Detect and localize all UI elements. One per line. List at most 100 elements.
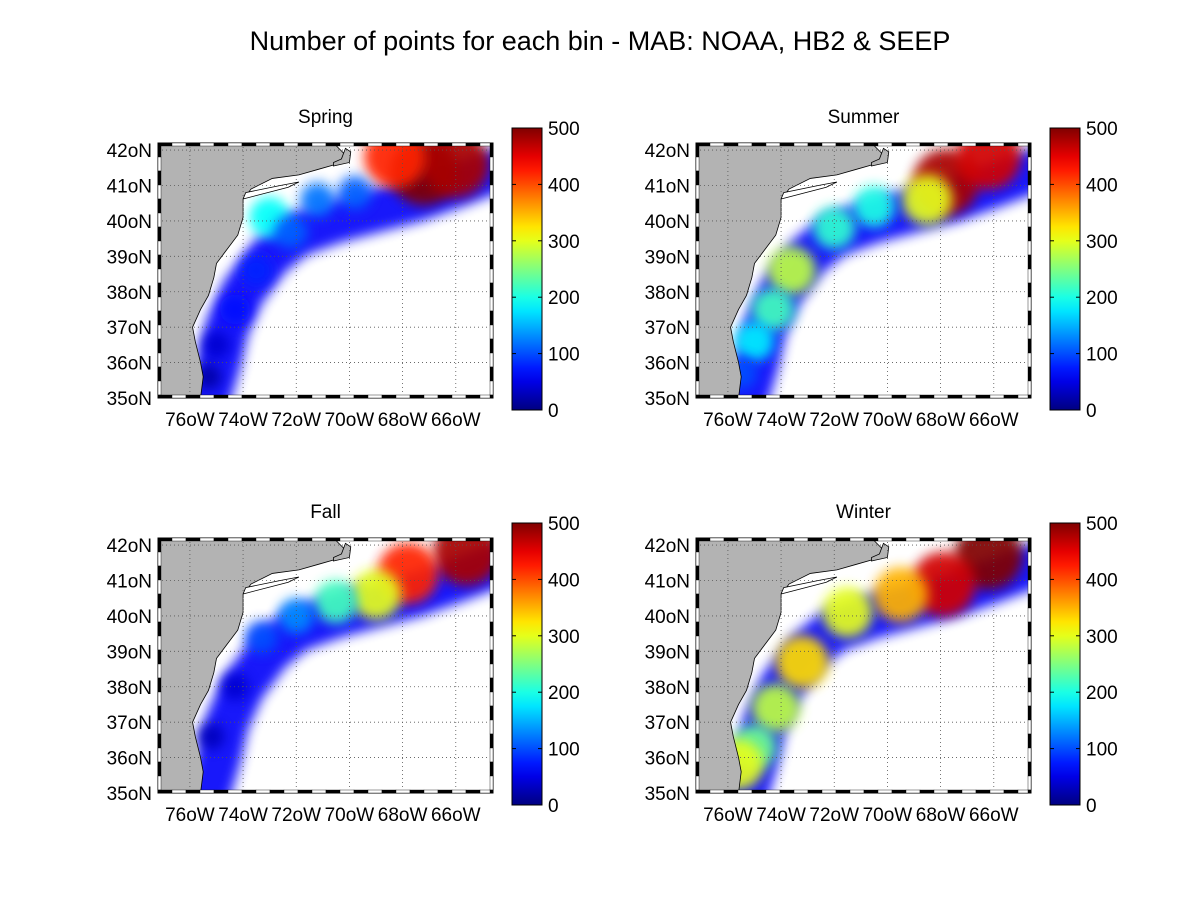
- frame-tick: [157, 352, 162, 368]
- frame-tick: [227, 789, 243, 794]
- frame-tick: [821, 537, 837, 542]
- frame-tick: [465, 142, 481, 147]
- frame-tick: [437, 142, 453, 147]
- y-tick-label: 39oN: [107, 247, 152, 268]
- colorbar: [511, 522, 543, 806]
- frame-tick: [157, 649, 162, 665]
- subplot-summer: Summer 76oW 74oW 72oW 70oW 68oW 66oW 35oN 36oN 37…: [645, 107, 1118, 431]
- frame-tick: [1027, 649, 1032, 665]
- frame-tick: [157, 170, 162, 186]
- frame-tick: [793, 537, 809, 542]
- frame-tick: [489, 565, 494, 581]
- frame-tick: [381, 394, 397, 399]
- frame-tick: [325, 789, 341, 794]
- colorbar-tick-label: 0: [1086, 401, 1097, 422]
- colorbar-tick-label: 400: [1086, 570, 1118, 591]
- frame-tick: [157, 691, 162, 707]
- density-cell: [873, 567, 929, 623]
- frame-tick: [765, 394, 781, 399]
- frame-tick: [157, 733, 162, 749]
- frame-tick: [695, 282, 700, 298]
- frame-tick: [1027, 296, 1032, 312]
- colorbar-tick-label: 300: [548, 627, 580, 648]
- x-tick-label: 70oW: [325, 410, 375, 431]
- frame-tick: [489, 380, 494, 396]
- frame-tick: [891, 789, 907, 794]
- frame-tick: [367, 789, 383, 794]
- frame-tick: [157, 579, 162, 595]
- frame-tick: [489, 663, 494, 679]
- density-cell: [853, 185, 895, 228]
- colorbar-tick-label: 100: [548, 740, 580, 761]
- frame-tick: [241, 537, 257, 542]
- frame-tick: [297, 789, 313, 794]
- y-tick-label: 35oN: [107, 389, 152, 410]
- frame-tick: [255, 537, 271, 542]
- colorbar-tick-label: 500: [548, 514, 580, 535]
- frame-tick: [269, 789, 285, 794]
- frame-tick: [709, 142, 725, 147]
- frame-tick: [489, 607, 494, 623]
- density-cell: [245, 620, 279, 654]
- colorbar: [1049, 127, 1081, 411]
- frame-tick: [695, 268, 700, 284]
- frame-tick: [1003, 142, 1019, 147]
- y-tick-label: 40oN: [645, 607, 690, 628]
- colorbar: [511, 127, 543, 411]
- colorbar-tick-label: 200: [548, 288, 580, 309]
- frame-tick: [877, 142, 893, 147]
- frame-tick: [171, 789, 187, 794]
- frame-tick: [737, 142, 753, 147]
- frame-tick: [395, 537, 411, 542]
- colorbar-tick-label: 100: [1086, 740, 1118, 761]
- frame-tick: [835, 789, 851, 794]
- map-area: [158, 143, 493, 398]
- frame-tick: [199, 537, 215, 542]
- frame-tick: [1027, 324, 1032, 340]
- frame-tick: [325, 394, 341, 399]
- y-tick-label: 40oN: [645, 212, 690, 233]
- frame-tick: [489, 394, 494, 399]
- frame-tick: [489, 593, 494, 609]
- frame-tick: [489, 551, 494, 567]
- frame-tick: [395, 394, 411, 399]
- frame-tick: [213, 142, 229, 147]
- frame-tick: [1027, 226, 1032, 242]
- frame-tick: [695, 212, 700, 228]
- frame-tick: [695, 310, 700, 326]
- frame-tick: [241, 142, 257, 147]
- frame-tick: [353, 394, 369, 399]
- frame-tick: [489, 240, 494, 256]
- frame-tick: [695, 537, 700, 553]
- frame-tick: [751, 142, 767, 147]
- y-tick-label: 35oN: [645, 389, 690, 410]
- x-tick-label: 68oW: [916, 805, 966, 826]
- frame-tick: [975, 537, 991, 542]
- frame-tick: [1027, 537, 1032, 553]
- frame-tick: [325, 142, 341, 147]
- frame-tick: [489, 691, 494, 707]
- frame-tick: [779, 394, 795, 399]
- frame-tick: [157, 226, 162, 242]
- density-cell: [240, 254, 272, 287]
- density-cell: [767, 246, 817, 295]
- density-cell: [202, 331, 231, 359]
- frame-tick: [157, 380, 162, 396]
- frame-tick: [793, 394, 809, 399]
- frame-tick: [695, 551, 700, 567]
- x-tick-label: 70oW: [863, 805, 913, 826]
- frame-tick: [311, 537, 327, 542]
- frame-tick: [311, 142, 327, 147]
- frame-tick: [835, 394, 851, 399]
- frame-tick: [395, 789, 411, 794]
- x-tick-label: 70oW: [863, 410, 913, 431]
- colorbar-tick-label: 0: [548, 796, 559, 817]
- frame-tick: [961, 394, 977, 399]
- frame-tick: [737, 537, 753, 542]
- frame-tick: [423, 142, 439, 147]
- frame-tick: [989, 394, 1005, 399]
- frame-tick: [1027, 310, 1032, 326]
- frame-tick: [489, 579, 494, 595]
- frame-tick: [863, 789, 879, 794]
